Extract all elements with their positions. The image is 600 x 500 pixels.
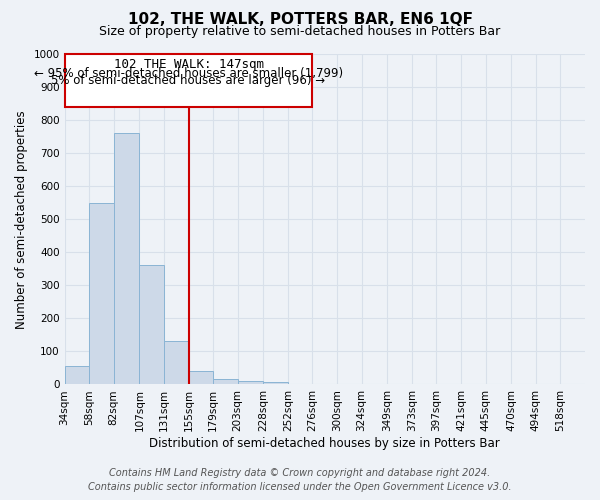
Bar [164, 342, 188, 384]
Bar [188, 371, 213, 384]
Text: 102, THE WALK, POTTERS BAR, EN6 1QF: 102, THE WALK, POTTERS BAR, EN6 1QF [128, 12, 473, 28]
Y-axis label: Number of semi-detached properties: Number of semi-detached properties [15, 110, 28, 328]
Bar [65, 54, 313, 107]
Bar [65, 366, 89, 384]
Bar [238, 381, 263, 384]
Text: Contains HM Land Registry data © Crown copyright and database right 2024.
Contai: Contains HM Land Registry data © Crown c… [88, 468, 512, 492]
Text: 5% of semi-detached houses are larger (96) →: 5% of semi-detached houses are larger (9… [52, 74, 326, 88]
X-axis label: Distribution of semi-detached houses by size in Potters Bar: Distribution of semi-detached houses by … [149, 437, 500, 450]
Bar [139, 266, 164, 384]
Bar [213, 378, 238, 384]
Bar [89, 202, 114, 384]
Text: Size of property relative to semi-detached houses in Potters Bar: Size of property relative to semi-detach… [100, 25, 500, 38]
Bar [114, 134, 139, 384]
Text: 102 THE WALK: 147sqm: 102 THE WALK: 147sqm [113, 58, 263, 71]
Text: ← 95% of semi-detached houses are smaller (1,799): ← 95% of semi-detached houses are smalle… [34, 66, 343, 80]
Bar [263, 382, 288, 384]
